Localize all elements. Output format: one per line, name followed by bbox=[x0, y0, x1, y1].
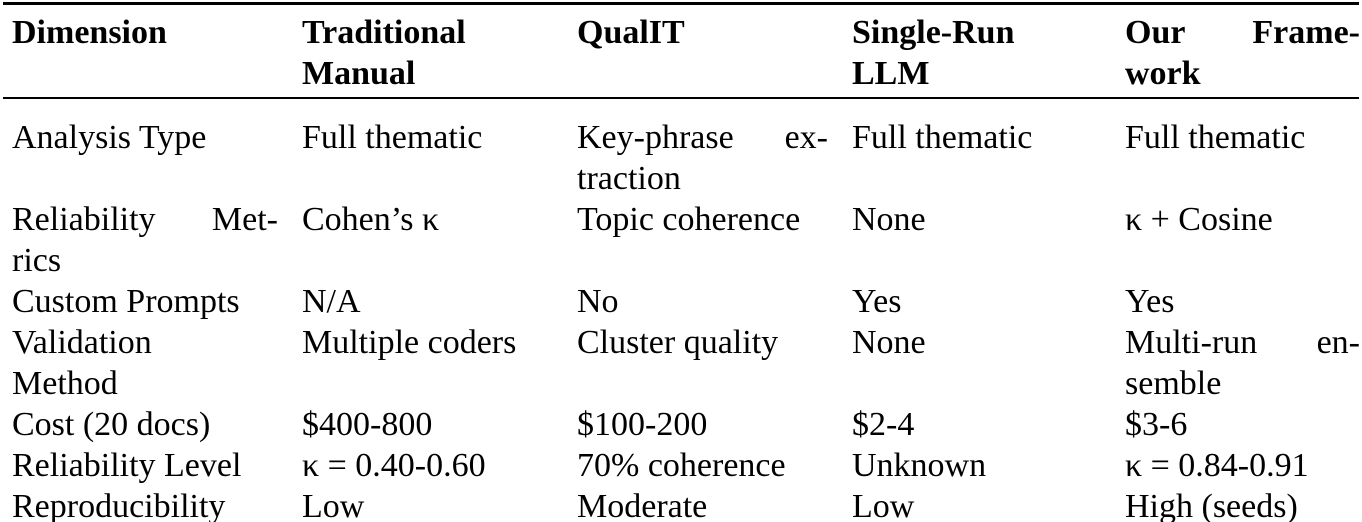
cell-traditional-manual: Cohen’s κ bbox=[302, 199, 577, 281]
cell-line: Low bbox=[302, 488, 365, 522]
header-cell-single-run-llm: Single-Run LLM bbox=[852, 12, 1125, 108]
cell-line: Cohen’s κ bbox=[302, 201, 440, 238]
header-cell-traditional-manual: Traditional Manual bbox=[302, 12, 577, 108]
cell-line: rics bbox=[12, 242, 62, 279]
cell-line: $3-6 bbox=[1125, 406, 1188, 443]
cell-line: Cost (20 docs) bbox=[12, 406, 211, 443]
cell-line: No bbox=[577, 283, 619, 320]
cell-line: Custom Prompts bbox=[12, 283, 240, 320]
cell-single-run-llm: Low bbox=[852, 486, 1125, 522]
table-row-reproducibility: Reproducibility Low Moderate Low High (s… bbox=[12, 486, 1360, 522]
cell-line: High (seeds) bbox=[1125, 488, 1298, 522]
cell-single-run-llm: $2-4 bbox=[852, 404, 1125, 445]
cell-line: None bbox=[852, 324, 926, 361]
cell-our-framework: $3-6 bbox=[1125, 404, 1360, 445]
cell-line: Multiple coders bbox=[302, 324, 517, 361]
cell-line: Moderate bbox=[577, 488, 708, 522]
cell-line: Analysis Type bbox=[12, 119, 207, 156]
cell-single-run-llm: None bbox=[852, 322, 1125, 404]
table-header-rule bbox=[3, 97, 1359, 99]
cell-line: Method bbox=[12, 365, 118, 402]
cell-line: Cluster quality bbox=[577, 324, 779, 361]
cell-line: Topic coherence bbox=[577, 201, 801, 238]
cell-line: Reliability Met- bbox=[12, 201, 278, 238]
cell-traditional-manual: Full thematic bbox=[302, 108, 577, 199]
table-row-reliability-level: Reliability Level κ = 0.40-0.60 70% cohe… bbox=[12, 445, 1360, 486]
header-line: Manual bbox=[302, 55, 416, 92]
cell-our-framework: Full thematic bbox=[1125, 108, 1360, 199]
cell-line: Low bbox=[852, 488, 915, 522]
header-cell-our-framework: Our Frame- work bbox=[1125, 12, 1360, 108]
cell-qualit: Key-phrase ex- traction bbox=[577, 108, 852, 199]
cell-dimension: Validation Method bbox=[12, 322, 302, 404]
cell-line: Reliability Level bbox=[12, 447, 242, 484]
cell-line: Unknown bbox=[852, 447, 987, 484]
cell-line: semble bbox=[1125, 365, 1222, 402]
cell-traditional-manual: κ = 0.40-0.60 bbox=[302, 445, 577, 486]
cell-line: $400-800 bbox=[302, 406, 433, 443]
cell-dimension: Reproducibility bbox=[12, 486, 302, 522]
cell-traditional-manual: $400-800 bbox=[302, 404, 577, 445]
cell-our-framework: High (seeds) bbox=[1125, 486, 1360, 522]
cell-line: κ + Cosine bbox=[1125, 201, 1273, 238]
cell-our-framework: Multi-run en- semble bbox=[1125, 322, 1360, 404]
cell-qualit: Topic coherence bbox=[577, 199, 852, 281]
cell-our-framework: κ = 0.84-0.91 bbox=[1125, 445, 1360, 486]
cell-qualit: $100-200 bbox=[577, 404, 852, 445]
cell-qualit: No bbox=[577, 281, 852, 322]
cell-line: None bbox=[852, 201, 926, 238]
header-line: Our Frame- bbox=[1125, 14, 1360, 51]
header-line: Traditional bbox=[302, 14, 466, 51]
cell-line: $2-4 bbox=[852, 406, 915, 443]
cell-qualit: Cluster quality bbox=[577, 322, 852, 404]
header-line: Single-Run bbox=[852, 14, 1015, 51]
cell-dimension: Reliability Met- rics bbox=[12, 199, 302, 281]
cell-line: 70% coherence bbox=[577, 447, 786, 484]
table-row-reliability-metrics: Reliability Met- rics Cohen’s κ Topic co… bbox=[12, 199, 1360, 281]
table-row-validation-method: Validation Method Multiple coders Cluste… bbox=[12, 322, 1360, 404]
cell-dimension: Analysis Type bbox=[12, 108, 302, 199]
cell-qualit: 70% coherence bbox=[577, 445, 852, 486]
cell-line: Yes bbox=[852, 283, 902, 320]
cell-single-run-llm: Unknown bbox=[852, 445, 1125, 486]
cell-line: Multi-run en- bbox=[1125, 324, 1360, 361]
cell-single-run-llm: Full thematic bbox=[852, 108, 1125, 199]
cell-line: Yes bbox=[1125, 283, 1175, 320]
table-row-cost: Cost (20 docs) $400-800 $100-200 $2-4 $3… bbox=[12, 404, 1360, 445]
table-top-rule bbox=[3, 2, 1359, 5]
cell-line: N/A bbox=[302, 283, 361, 320]
header-cell-qualit: QualIT bbox=[577, 12, 852, 108]
cell-dimension: Cost (20 docs) bbox=[12, 404, 302, 445]
cell-dimension: Custom Prompts bbox=[12, 281, 302, 322]
cell-line: Reproducibility bbox=[12, 488, 226, 522]
cell-line: κ = 0.40-0.60 bbox=[302, 447, 486, 484]
cell-line: Key-phrase ex- bbox=[577, 119, 828, 156]
cell-our-framework: Yes bbox=[1125, 281, 1360, 322]
cell-traditional-manual: Multiple coders bbox=[302, 322, 577, 404]
header-line: Dimension bbox=[12, 14, 167, 51]
cell-line: traction bbox=[577, 160, 681, 197]
header-line: LLM bbox=[852, 55, 930, 92]
cell-line: $100-200 bbox=[577, 406, 708, 443]
method-comparison-table: Dimension Traditional Manual QualIT Sing… bbox=[12, 12, 1360, 522]
cell-traditional-manual: N/A bbox=[302, 281, 577, 322]
table-row-custom-prompts: Custom Prompts N/A No Yes Yes bbox=[12, 281, 1360, 322]
cell-line: Validation bbox=[12, 324, 152, 361]
table-row-analysis-type: Analysis Type Full thematic Key-phrase e… bbox=[12, 108, 1360, 199]
header-cell-dimension: Dimension bbox=[12, 12, 302, 108]
cell-single-run-llm: None bbox=[852, 199, 1125, 281]
cell-traditional-manual: Low bbox=[302, 486, 577, 522]
cell-our-framework: κ + Cosine bbox=[1125, 199, 1360, 281]
cell-qualit: Moderate bbox=[577, 486, 852, 522]
cell-single-run-llm: Yes bbox=[852, 281, 1125, 322]
cell-line: Full thematic bbox=[1125, 119, 1306, 156]
cell-dimension: Reliability Level bbox=[12, 445, 302, 486]
cell-line: Full thematic bbox=[852, 119, 1033, 156]
header-line: QualIT bbox=[577, 14, 685, 51]
table-header-row: Dimension Traditional Manual QualIT Sing… bbox=[12, 12, 1360, 108]
cell-line: Full thematic bbox=[302, 119, 483, 156]
header-line: work bbox=[1125, 55, 1201, 92]
cell-line: κ = 0.84-0.91 bbox=[1125, 447, 1309, 484]
